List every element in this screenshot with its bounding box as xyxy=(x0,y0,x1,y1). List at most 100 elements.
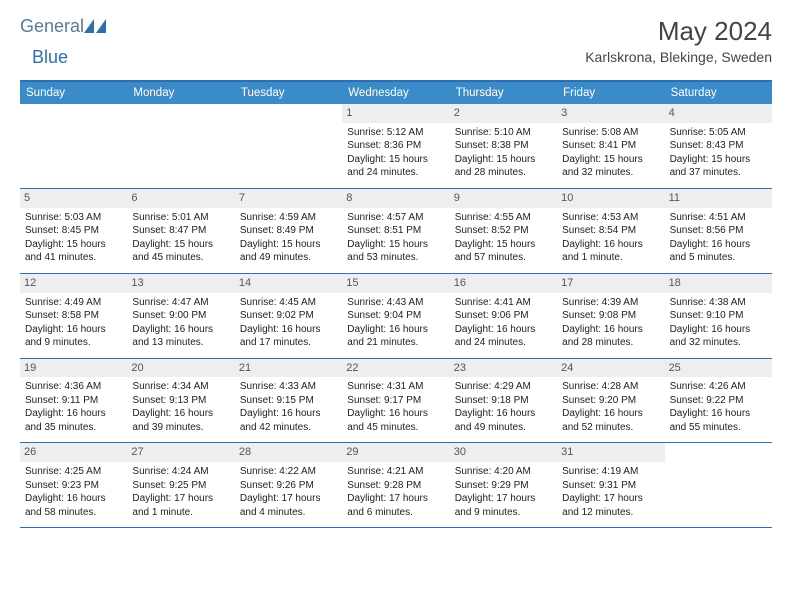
day-number: 6 xyxy=(127,189,234,208)
calendar-day: 6Sunrise: 5:01 AMSunset: 8:47 PMDaylight… xyxy=(127,189,234,274)
brand-logo: General xyxy=(20,16,108,37)
sunrise-line: Sunrise: 4:26 AM xyxy=(670,380,767,394)
daylight-line: Daylight: 15 hours and 37 minutes. xyxy=(670,153,767,180)
sunset-line: Sunset: 8:41 PM xyxy=(562,139,659,153)
daylight-line: Daylight: 16 hours and 42 minutes. xyxy=(240,407,337,434)
sunset-line: Sunset: 9:02 PM xyxy=(240,309,337,323)
weekday-mon: Monday xyxy=(127,82,234,104)
sunrise-line: Sunrise: 4:22 AM xyxy=(240,465,337,479)
calendar-day: 3 Sunrise: 5:08 AMSunset: 8:41 PMDaylight… xyxy=(557,104,664,189)
day-number: 10 xyxy=(557,189,664,208)
calendar-day: 26Sunrise: 4:25 AMSunset: 9:23 PMDayligh… xyxy=(20,443,127,528)
calendar-day: 5 Sunrise: 5:03 AMSunset: 8:45 PMDaylight… xyxy=(20,189,127,274)
sunset-line: Sunset: 9:11 PM xyxy=(25,394,122,408)
day-number: 30 xyxy=(450,443,557,462)
day-number: 3 xyxy=(557,104,664,123)
sunset-line: Sunset: 8:49 PM xyxy=(240,224,337,238)
calendar-day: 2Sunrise: 5:10 AMSunset: 8:38 PMDaylight… xyxy=(450,104,557,189)
sunrise-line: Sunrise: 5:03 AM xyxy=(25,211,122,225)
sunrise-line: Sunrise: 4:29 AM xyxy=(455,380,552,394)
day-info: Sunrise: 4:55 AMSunset: 8:52 PMDaylight:… xyxy=(454,211,553,265)
day-info: Sunrise: 5:12 AMSunset: 8:36 PMDaylight:… xyxy=(346,126,445,180)
daylight-line: Daylight: 15 hours and 49 minutes. xyxy=(240,238,337,265)
calendar-day: 20Sunrise: 4:34 AMSunset: 9:13 PMDayligh… xyxy=(127,359,234,444)
sunset-line: Sunset: 9:25 PM xyxy=(132,479,229,493)
sunrise-line: Sunrise: 5:08 AM xyxy=(562,126,659,140)
day-info: Sunrise: 4:22 AMSunset: 9:26 PMDaylight:… xyxy=(239,465,338,519)
sunset-line: Sunset: 8:43 PM xyxy=(670,139,767,153)
day-number: 31 xyxy=(557,443,664,462)
brand-part1: General xyxy=(20,16,84,37)
sunrise-line: Sunrise: 5:05 AM xyxy=(670,126,767,140)
daylight-line: Daylight: 16 hours and 52 minutes. xyxy=(562,407,659,434)
day-number: 18 xyxy=(665,274,772,293)
sunrise-line: Sunrise: 4:25 AM xyxy=(25,465,122,479)
day-info: Sunrise: 4:19 AMSunset: 9:31 PMDaylight:… xyxy=(561,465,660,519)
daylight-line: Daylight: 17 hours and 4 minutes. xyxy=(240,492,337,519)
day-info: Sunrise: 4:33 AMSunset: 9:15 PMDaylight:… xyxy=(239,380,338,434)
calendar-day: 8 Sunrise: 4:57 AMSunset: 8:51 PMDaylight… xyxy=(342,189,449,274)
sunrise-line: Sunrise: 4:36 AM xyxy=(25,380,122,394)
calendar-day: 10 Sunrise: 4:53 AMSunset: 8:54 PMDayligh… xyxy=(557,189,664,274)
calendar-day: 19Sunrise: 4:36 AMSunset: 9:11 PMDayligh… xyxy=(20,359,127,444)
day-info: Sunrise: 5:10 AMSunset: 8:38 PMDaylight:… xyxy=(454,126,553,180)
daylight-line: Daylight: 17 hours and 1 minute. xyxy=(132,492,229,519)
sunset-line: Sunset: 8:47 PM xyxy=(132,224,229,238)
sunset-line: Sunset: 8:58 PM xyxy=(25,309,122,323)
sunset-line: Sunset: 9:13 PM xyxy=(132,394,229,408)
day-number: 15 xyxy=(342,274,449,293)
day-info: Sunrise: 4:59 AMSunset: 8:49 PMDaylight:… xyxy=(239,211,338,265)
day-number: 24 xyxy=(557,359,664,378)
day-info: Sunrise: 4:25 AMSunset: 9:23 PMDaylight:… xyxy=(24,465,123,519)
calendar-day: 13Sunrise: 4:47 AMSunset: 9:00 PMDayligh… xyxy=(127,274,234,359)
day-number: 20 xyxy=(127,359,234,378)
calendar-day: 24Sunrise: 4:28 AMSunset: 9:20 PMDayligh… xyxy=(557,359,664,444)
sunset-line: Sunset: 9:08 PM xyxy=(562,309,659,323)
day-info: Sunrise: 5:03 AMSunset: 8:45 PMDaylight:… xyxy=(24,211,123,265)
day-info: Sunrise: 4:20 AMSunset: 9:29 PMDaylight:… xyxy=(454,465,553,519)
sunrise-line: Sunrise: 5:10 AM xyxy=(455,126,552,140)
sunset-line: Sunset: 8:45 PM xyxy=(25,224,122,238)
daylight-line: Daylight: 16 hours and 35 minutes. xyxy=(25,407,122,434)
calendar-weekday-header: Sunday Monday Tuesday Wednesday Thursday… xyxy=(20,80,772,104)
day-number: 8 xyxy=(342,189,449,208)
sunset-line: Sunset: 9:15 PM xyxy=(240,394,337,408)
sunrise-line: Sunrise: 4:21 AM xyxy=(347,465,444,479)
daylight-line: Daylight: 15 hours and 41 minutes. xyxy=(25,238,122,265)
day-number: 9 xyxy=(450,189,557,208)
day-number: 28 xyxy=(235,443,342,462)
sunrise-line: Sunrise: 4:51 AM xyxy=(670,211,767,225)
day-info: Sunrise: 4:26 AMSunset: 9:22 PMDaylight:… xyxy=(669,380,768,434)
sunrise-line: Sunrise: 4:38 AM xyxy=(670,296,767,310)
sunrise-line: Sunrise: 4:41 AM xyxy=(455,296,552,310)
daylight-line: Daylight: 16 hours and 5 minutes. xyxy=(670,238,767,265)
sunset-line: Sunset: 9:04 PM xyxy=(347,309,444,323)
calendar-day: 18Sunrise: 4:38 AMSunset: 9:10 PMDayligh… xyxy=(665,274,772,359)
sunrise-line: Sunrise: 4:31 AM xyxy=(347,380,444,394)
calendar-day: 9 Sunrise: 4:55 AMSunset: 8:52 PMDaylight… xyxy=(450,189,557,274)
sunset-line: Sunset: 8:38 PM xyxy=(455,139,552,153)
sunrise-line: Sunrise: 4:43 AM xyxy=(347,296,444,310)
day-info: Sunrise: 4:31 AMSunset: 9:17 PMDaylight:… xyxy=(346,380,445,434)
day-number: 21 xyxy=(235,359,342,378)
calendar-day: 31 Sunrise: 4:19 AMSunset: 9:31 PMDayligh… xyxy=(557,443,664,528)
calendar-day: 1Sunrise: 5:12 AMSunset: 8:36 PMDaylight… xyxy=(342,104,449,189)
sunset-line: Sunset: 9:26 PM xyxy=(240,479,337,493)
daylight-line: Daylight: 15 hours and 32 minutes. xyxy=(562,153,659,180)
sunset-line: Sunset: 9:20 PM xyxy=(562,394,659,408)
weekday-sun: Sunday xyxy=(20,82,127,104)
sunrise-line: Sunrise: 4:47 AM xyxy=(132,296,229,310)
brand-part2: Blue xyxy=(32,47,68,68)
day-number: 14 xyxy=(235,274,342,293)
day-number: 5 xyxy=(20,189,127,208)
calendar-day: 11Sunrise: 4:51 AMSunset: 8:56 PMDayligh… xyxy=(665,189,772,274)
day-info: Sunrise: 4:57 AMSunset: 8:51 PMDaylight:… xyxy=(346,211,445,265)
day-info: Sunrise: 4:53 AMSunset: 8:54 PMDaylight:… xyxy=(561,211,660,265)
day-info: Sunrise: 4:29 AMSunset: 9:18 PMDaylight:… xyxy=(454,380,553,434)
day-info: Sunrise: 5:05 AMSunset: 8:43 PMDaylight:… xyxy=(669,126,768,180)
calendar-day: 7Sunrise: 4:59 AMSunset: 8:49 PMDaylight… xyxy=(235,189,342,274)
calendar-empty: . xyxy=(127,104,234,189)
daylight-line: Daylight: 16 hours and 55 minutes. xyxy=(670,407,767,434)
sunset-line: Sunset: 9:17 PM xyxy=(347,394,444,408)
sunset-line: Sunset: 9:22 PM xyxy=(670,394,767,408)
